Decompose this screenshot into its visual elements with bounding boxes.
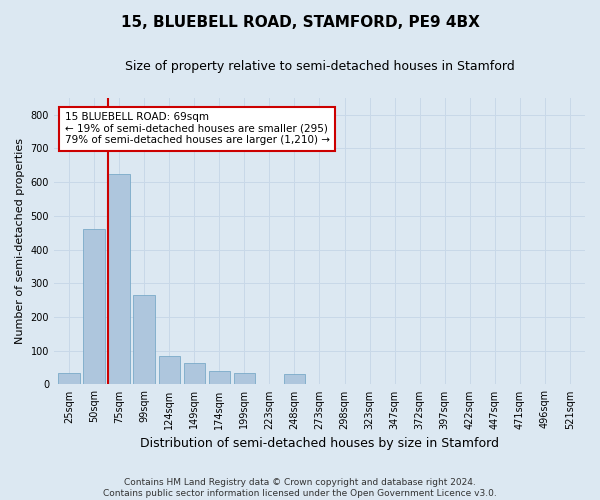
Text: 15 BLUEBELL ROAD: 69sqm
← 19% of semi-detached houses are smaller (295)
79% of s: 15 BLUEBELL ROAD: 69sqm ← 19% of semi-de… — [65, 112, 329, 146]
Bar — [158, 356, 180, 384]
Bar — [209, 371, 230, 384]
Title: Size of property relative to semi-detached houses in Stamford: Size of property relative to semi-detach… — [125, 60, 514, 73]
X-axis label: Distribution of semi-detached houses by size in Stamford: Distribution of semi-detached houses by … — [140, 437, 499, 450]
Text: Contains HM Land Registry data © Crown copyright and database right 2024.
Contai: Contains HM Land Registry data © Crown c… — [103, 478, 497, 498]
Bar — [233, 372, 255, 384]
Bar — [83, 230, 104, 384]
Bar — [284, 374, 305, 384]
Bar — [184, 362, 205, 384]
Bar — [58, 372, 80, 384]
Text: 15, BLUEBELL ROAD, STAMFORD, PE9 4BX: 15, BLUEBELL ROAD, STAMFORD, PE9 4BX — [121, 15, 479, 30]
Bar — [109, 174, 130, 384]
Bar — [133, 295, 155, 384]
Y-axis label: Number of semi-detached properties: Number of semi-detached properties — [15, 138, 25, 344]
